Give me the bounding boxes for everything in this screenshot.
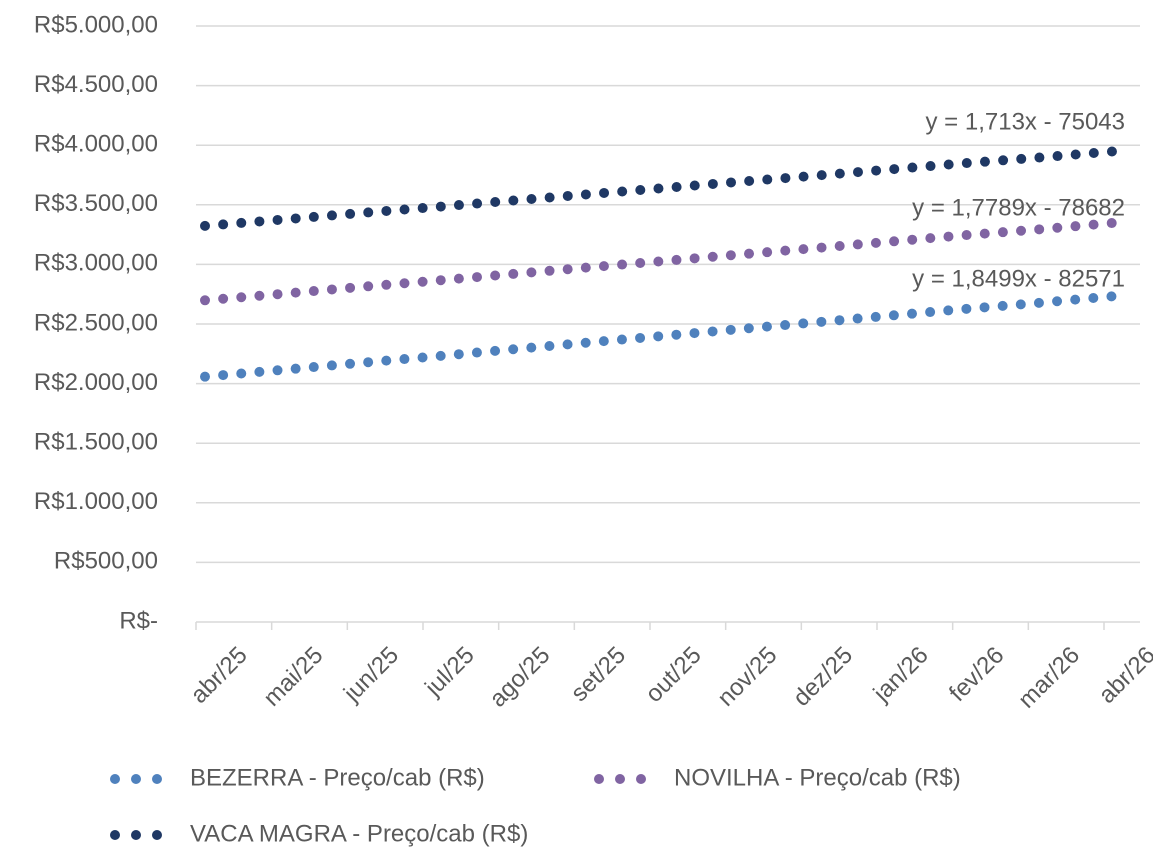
x-tick-label: dez/25: [788, 642, 858, 712]
x-tick-label: set/25: [566, 642, 631, 707]
x-tick-label: ago/25: [484, 642, 555, 713]
series-line: [200, 291, 1118, 382]
y-tick-label: R$3.000,00: [34, 250, 158, 277]
x-tick-label: jul/25: [419, 642, 479, 702]
legend-label: BEZERRA - Preço/cab (R$): [190, 764, 485, 791]
trendline-equation: y = 1,7789x - 78682: [912, 194, 1125, 221]
x-tick-label: mar/26: [1013, 642, 1085, 714]
y-tick-label: R$2.500,00: [34, 309, 158, 336]
y-tick-label: R$2.000,00: [34, 369, 158, 396]
x-tick-label: jun/25: [338, 642, 404, 708]
y-tick-label: R$4.500,00: [34, 71, 158, 98]
y-tick-label: R$4.000,00: [34, 131, 158, 158]
y-tick-label: R$3.500,00: [34, 190, 158, 217]
x-tick-label: abr/25: [186, 642, 253, 709]
x-tick-label: out/25: [640, 642, 706, 708]
x-tick-label: fev/26: [944, 642, 1009, 707]
legend-label: VACA MAGRA - Preço/cab (R$): [190, 820, 528, 847]
y-tick-label: R$5.000,00: [34, 11, 158, 38]
legend-label: NOVILHA - Preço/cab (R$): [674, 764, 961, 791]
y-tick-label: R$-: [119, 607, 158, 634]
y-tick-label: R$1.000,00: [34, 488, 158, 515]
series-line: [200, 146, 1118, 231]
x-tick-label: abr/26: [1094, 642, 1153, 709]
y-tick-label: R$1.500,00: [34, 429, 158, 456]
x-tick-label: nov/25: [712, 642, 782, 712]
x-tick-label: mai/25: [258, 642, 328, 712]
series-line: [200, 217, 1118, 306]
trendline-equation: y = 1,713x - 75043: [926, 108, 1125, 135]
x-tick-label: jan/26: [868, 642, 934, 708]
y-tick-label: R$500,00: [54, 548, 158, 575]
trendline-equation: y = 1,8499x - 82571: [912, 265, 1125, 292]
